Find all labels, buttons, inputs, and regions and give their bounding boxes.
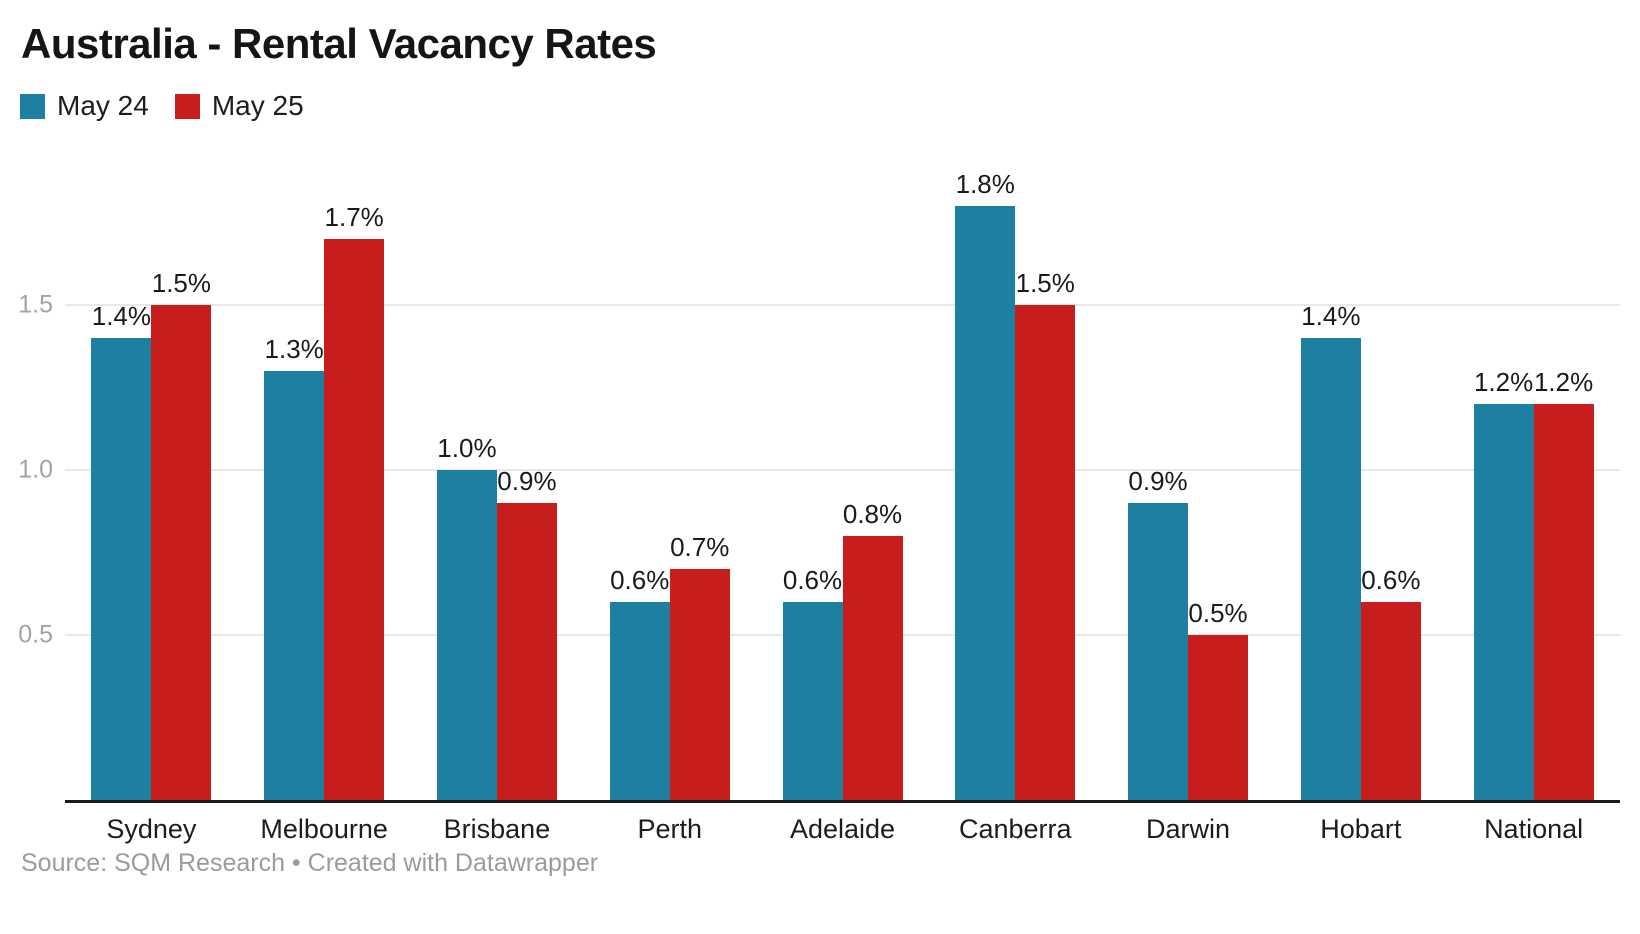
bar-may-25-national — [1533, 404, 1594, 800]
x-label-hobart: Hobart — [1320, 814, 1402, 844]
legend-label-may-24: May 24 — [57, 90, 149, 121]
bar-may-24-perth — [609, 602, 670, 800]
value-label-may-25-national: 1.2% — [1533, 367, 1594, 397]
legend: May 24 May 25 — [20, 90, 304, 122]
bar-may-24-canberra — [955, 206, 1016, 800]
bar-may-24-adelaide — [782, 602, 843, 800]
bar-may-24-melbourne — [264, 371, 325, 800]
bar-may-25-hobart — [1360, 602, 1421, 800]
legend-label-may-25: May 25 — [211, 90, 304, 121]
x-label-darwin: Darwin — [1146, 814, 1231, 844]
value-label-may-24-brisbane: 1.0% — [437, 433, 497, 463]
value-label-may-25-hobart: 0.6% — [1361, 565, 1421, 595]
bar-may-25-darwin — [1188, 635, 1249, 800]
value-label-may-24-adelaide: 0.6% — [782, 565, 843, 595]
x-label-sydney: Sydney — [106, 814, 197, 844]
value-label-may-24-darwin: 0.9% — [1128, 466, 1188, 496]
value-label-may-24-national: 1.2% — [1473, 367, 1534, 397]
x-label-adelaide: Adelaide — [789, 814, 896, 844]
bar-may-25-canberra — [1015, 305, 1076, 800]
legend-item-may-24: May 24 — [20, 90, 149, 122]
x-label-national: National — [1484, 814, 1584, 844]
value-label-may-24-sydney: 1.4% — [91, 301, 152, 331]
value-label-may-25-perth: 0.7% — [670, 532, 730, 562]
x-label-melbourne: Melbourne — [260, 814, 388, 844]
gridline-1.0 — [65, 469, 1620, 471]
legend-swatch-may-24-icon — [20, 93, 45, 119]
x-label-canberra: Canberra — [958, 814, 1072, 844]
bar-may-25-perth — [669, 569, 730, 800]
legend-item-may-25: May 25 — [174, 90, 304, 122]
y-tick-1.5: 1.5 — [18, 290, 53, 319]
value-label-may-25-adelaide: 0.8% — [842, 499, 903, 529]
y-tick-0.5: 0.5 — [18, 620, 53, 649]
bar-may-24-brisbane — [436, 470, 497, 800]
value-label-may-24-perth: 0.6% — [610, 565, 670, 595]
value-label-may-24-canberra: 1.8% — [955, 169, 1015, 199]
source-note: Source: SQM Research • Created with Data… — [21, 849, 599, 877]
bar-may-24-darwin — [1128, 503, 1189, 800]
value-label-may-25-canberra: 1.5% — [1015, 268, 1075, 298]
x-label-perth: Perth — [637, 814, 702, 844]
value-label-may-25-melbourne: 1.7% — [324, 202, 384, 232]
value-label-may-24-hobart: 1.4% — [1301, 301, 1361, 331]
bar-chart-plot: 0.5 1.0 1.5 Sydney 1.4% 1.5% Melbourne 1.3% 1.7%… — [18, 140, 1620, 843]
bar-may-24-national — [1473, 404, 1534, 800]
value-label-may-25-brisbane: 0.9% — [497, 466, 557, 496]
y-tick-1.0: 1.0 — [18, 455, 53, 484]
bar-may-25-melbourne — [324, 239, 385, 800]
legend-swatch-may-25-icon — [174, 93, 200, 119]
value-label-may-25-sydney: 1.5% — [151, 268, 211, 298]
chart-title: Australia - Rental Vacancy Rates — [21, 20, 657, 67]
value-label-may-25-darwin: 0.5% — [1188, 598, 1248, 628]
value-label-may-24-melbourne: 1.3% — [264, 334, 324, 364]
bar-may-25-brisbane — [496, 503, 557, 800]
x-label-brisbane: Brisbane — [443, 814, 551, 844]
gridline-1.5 — [65, 304, 1620, 306]
bar-may-24-hobart — [1300, 338, 1361, 800]
bar-may-25-sydney — [151, 305, 212, 800]
bar-may-25-adelaide — [842, 536, 903, 800]
bar-may-24-sydney — [91, 338, 152, 800]
